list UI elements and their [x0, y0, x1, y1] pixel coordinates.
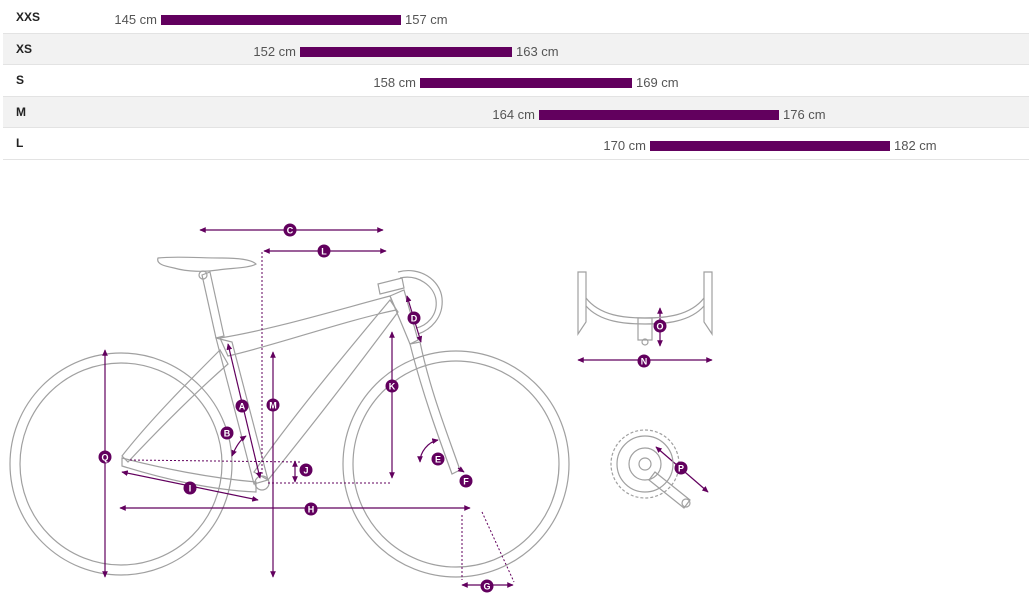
svg-text:M: M: [269, 401, 277, 411]
geometry-marker-f: F: [459, 474, 473, 488]
svg-text:Q: Q: [101, 453, 108, 463]
geometry-marker-d: D: [407, 311, 421, 325]
size-label: S: [16, 73, 25, 88]
range-max-label: 182 cm: [894, 138, 937, 154]
size-row-xxs: XXS 145 cm 157 cm: [3, 2, 1029, 34]
range-min-label: 145 cm: [114, 12, 157, 27]
svg-text:I: I: [189, 484, 192, 494]
size-row-l: L 170 cm 182 cm: [3, 128, 1029, 160]
height-range-bar: [420, 78, 632, 89]
svg-text:A: A: [239, 402, 246, 412]
geometry-marker-q: Q: [98, 450, 112, 464]
svg-text:F: F: [463, 477, 469, 487]
geometry-guide-lines: [129, 252, 515, 583]
geometry-marker-g: G: [480, 579, 494, 593]
svg-text:G: G: [483, 582, 490, 592]
height-range-bar: [300, 46, 512, 57]
svg-text:B: B: [224, 429, 231, 439]
geometry-marker-j: J: [299, 463, 313, 477]
size-row-xs: XS 152 cm 163 cm: [3, 33, 1029, 66]
range-min-label: 164 cm: [492, 106, 535, 122]
svg-text:L: L: [321, 247, 327, 257]
geometry-marker-c: C: [283, 223, 297, 237]
svg-text:P: P: [678, 464, 684, 474]
geometry-marker-o: O: [653, 319, 667, 333]
handlebar-icon: [577, 271, 713, 346]
range-max-label: 169 cm: [636, 75, 679, 91]
svg-text:D: D: [411, 314, 418, 324]
range-max-label: 163 cm: [516, 43, 559, 59]
size-label: XXS: [16, 10, 41, 24]
range-max-label: 157 cm: [405, 12, 448, 27]
range-max-label: 176 cm: [783, 106, 826, 122]
svg-text:C: C: [287, 226, 294, 236]
geometry-marker-l: L: [317, 244, 331, 258]
svg-text:E: E: [435, 455, 441, 465]
geometry-marker-h: H: [304, 502, 318, 516]
svg-text:J: J: [303, 466, 308, 476]
size-label: XS: [16, 41, 33, 56]
geometry-marker-m: M: [266, 398, 280, 412]
svg-text:N: N: [641, 357, 648, 367]
svg-text:H: H: [308, 505, 315, 515]
geometry-marker-n: N: [637, 354, 651, 368]
geometry-marker-p: P: [674, 461, 688, 475]
size-row-m: M 164 cm 176 cm: [3, 96, 1029, 129]
svg-text:K: K: [389, 382, 396, 392]
height-range-bar: [650, 141, 890, 152]
range-min-label: 152 cm: [253, 43, 296, 59]
height-range-bar: [539, 109, 779, 120]
range-min-label: 158 cm: [373, 75, 416, 91]
size-row-s: S 158 cm 169 cm: [3, 65, 1029, 97]
geometry-marker-e: E: [431, 452, 445, 466]
range-min-label: 170 cm: [603, 138, 646, 154]
size-label: L: [16, 136, 24, 151]
size-chart: XXS 145 cm 157 cm XS 152 cm 163 cm S 158…: [3, 2, 1029, 160]
svg-text:O: O: [656, 322, 663, 332]
geometry-marker-b: B: [220, 426, 234, 440]
bike-frame-icon: [9, 256, 570, 578]
height-range-bar: [161, 15, 401, 25]
geometry-marker-i: I: [183, 481, 197, 495]
geometry-marker-a: A: [235, 399, 249, 413]
size-label: M: [16, 104, 26, 119]
geometry-marker-k: K: [385, 379, 399, 393]
